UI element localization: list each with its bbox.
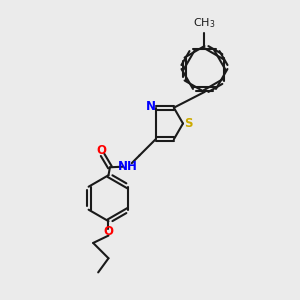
Text: S: S	[184, 117, 193, 130]
Text: CH$_3$: CH$_3$	[193, 16, 216, 30]
Text: O: O	[96, 144, 106, 157]
Text: NH: NH	[118, 160, 138, 173]
Text: N: N	[146, 100, 156, 113]
Text: O: O	[103, 225, 113, 238]
